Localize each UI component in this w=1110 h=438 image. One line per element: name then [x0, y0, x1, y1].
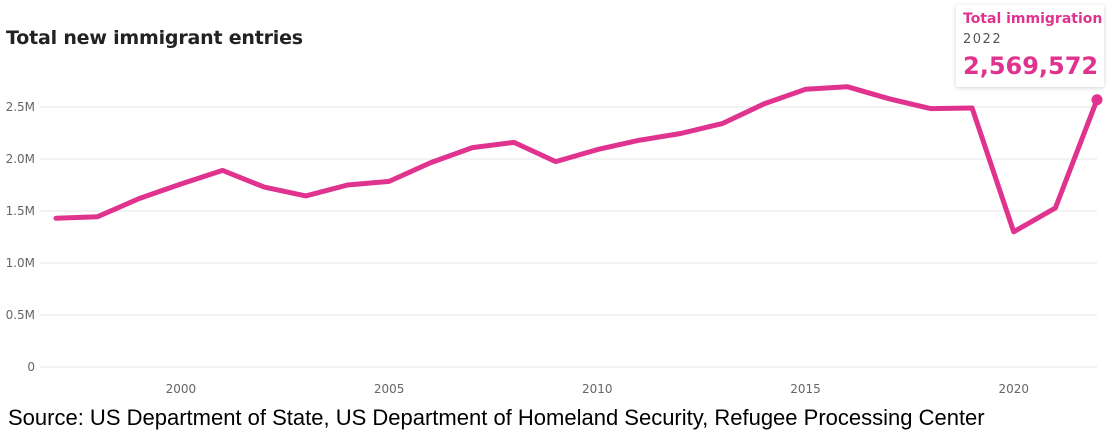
x-tick-label: 2010	[582, 382, 613, 396]
y-tick-label: 2.0M	[6, 152, 35, 166]
x-axis-ticks: 2000 2005 2010 2015 2020	[166, 382, 1029, 396]
chart-title: Total new immigrant entries	[6, 27, 303, 49]
line-chart: 00.5M1.0M1.5M2.0M2.5M 2000 2005 2010 2015 20…	[6, 84, 1103, 396]
y-tick-label: 2.5M	[6, 100, 35, 114]
value-tooltip: Total immigration 2022 2,569,572	[956, 5, 1104, 87]
y-tick-label: 0	[27, 360, 35, 374]
series-lines	[53, 84, 1100, 235]
x-tick-label: 2005	[374, 382, 405, 396]
gridlines	[40, 106, 1097, 368]
x-tick-label: 2020	[998, 382, 1029, 396]
y-axis-ticks: 0 0.5M 1.0M 1.5M 2.0M 2.5M	[6, 100, 35, 374]
series-end-point	[1091, 94, 1103, 106]
x-tick-label: 2015	[790, 382, 821, 396]
tooltip-year: 2022	[963, 32, 1003, 47]
x-tick-label: 2000	[166, 382, 197, 396]
y-tick-label: 1.5M	[6, 204, 35, 218]
series-line	[53, 84, 1100, 235]
tooltip-series-name: Total immigration	[963, 11, 1103, 27]
tooltip-value: 2,569,572	[963, 52, 1099, 80]
series-points	[1091, 94, 1103, 106]
y-tick-label: 0.5M	[6, 308, 35, 322]
y-tick-label: 1.0M	[6, 256, 35, 270]
source-note: Source: US Department of State, US Depar…	[8, 405, 985, 430]
